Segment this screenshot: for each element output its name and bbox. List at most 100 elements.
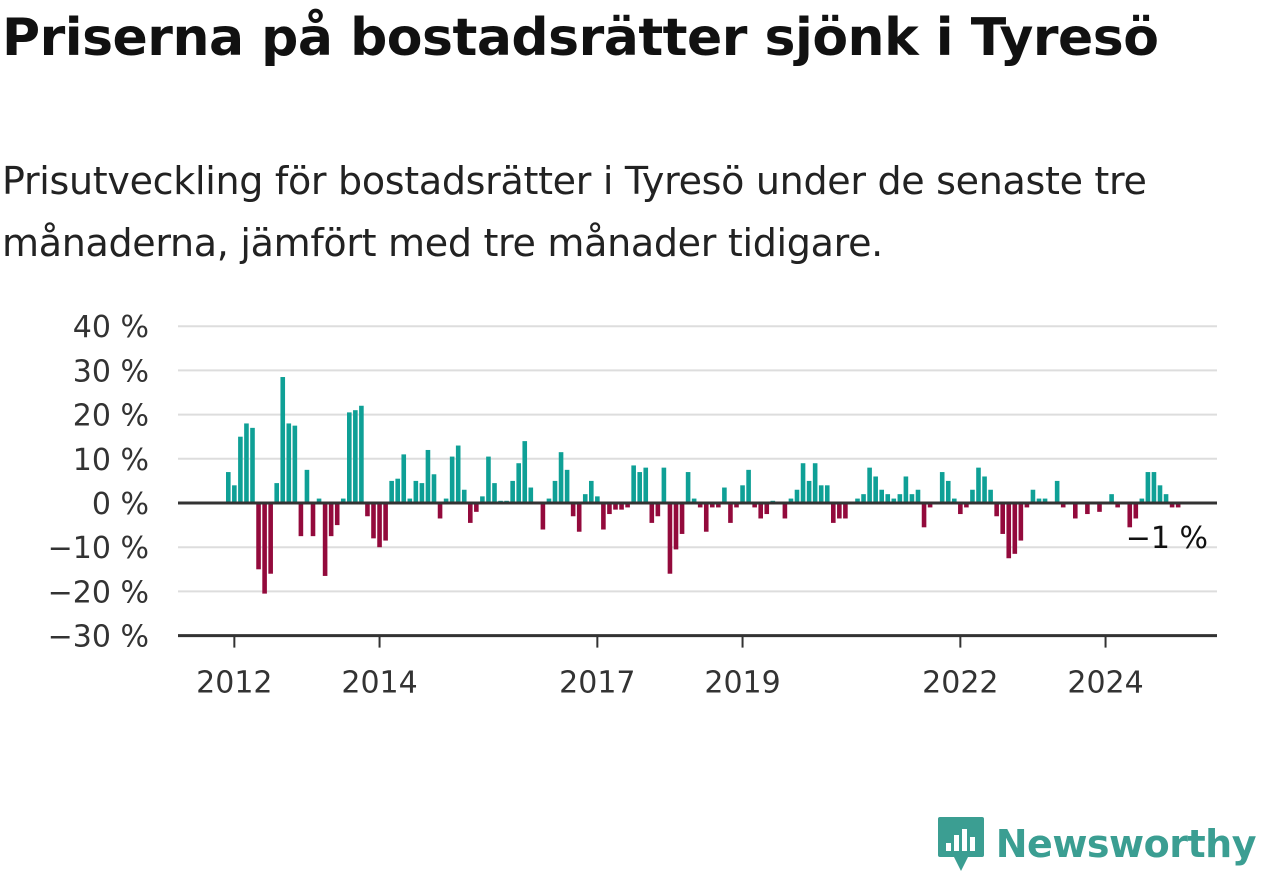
chart-title: Priserna på bostadsrätter sjönk i Tyresö (2, 8, 1159, 68)
x-tick-label: 2017 (559, 666, 635, 701)
bar (443, 498, 449, 503)
bar (1060, 503, 1066, 508)
bar (812, 463, 818, 503)
bar (413, 480, 419, 503)
bar (274, 483, 279, 503)
bar (383, 503, 388, 541)
bar (837, 503, 842, 519)
chart-subtitle: Prisutveckling för bostadsrätter i Tyres… (2, 159, 1147, 265)
bar-chart: 40 %30 %20 %10 %0 %−10 %−20 %−30 % 2012 2… (48, 310, 1217, 701)
bar (734, 503, 739, 508)
bar (310, 503, 316, 537)
bar (619, 503, 624, 510)
bar (1030, 489, 1036, 503)
newsworthy-logo-icon (937, 817, 984, 871)
bar (964, 503, 969, 508)
bar (316, 498, 322, 503)
bar (1145, 472, 1151, 503)
bar (540, 503, 546, 530)
bar (1157, 485, 1163, 503)
bar (691, 498, 697, 503)
bar (1151, 472, 1157, 503)
bar (582, 494, 588, 503)
bar (625, 503, 630, 508)
bar (455, 445, 461, 503)
bar (474, 503, 479, 512)
bar (697, 503, 703, 508)
bar (1163, 494, 1169, 503)
axes (178, 501, 1217, 648)
bar (522, 441, 528, 503)
bar (764, 503, 770, 515)
bar (262, 503, 267, 594)
bar (788, 498, 794, 503)
bar (298, 503, 304, 537)
y-tick-label: 20 % (73, 399, 149, 434)
y-tick-label: 10 % (73, 443, 149, 478)
y-tick-label: −30 % (48, 620, 149, 655)
bar (601, 503, 606, 530)
bar (952, 498, 957, 503)
bar (976, 467, 981, 503)
bar (710, 503, 715, 508)
gridlines (178, 325, 1217, 593)
bar (564, 469, 570, 503)
bar (861, 494, 866, 503)
bar (328, 503, 334, 537)
brand-name: Newsworthy (995, 822, 1257, 866)
bar (292, 425, 298, 503)
bar (431, 474, 437, 503)
x-tick-label: 2024 (1067, 666, 1143, 701)
bar (1042, 498, 1048, 503)
bar (1169, 503, 1175, 508)
bar (867, 467, 872, 503)
bar (631, 465, 636, 503)
bar (407, 498, 413, 503)
bar (685, 472, 691, 503)
y-tick-label: −10 % (48, 531, 149, 566)
bar (800, 463, 806, 503)
bar (921, 503, 927, 528)
bar (637, 472, 642, 503)
bar (927, 503, 933, 508)
bar (365, 503, 370, 517)
y-tick-label: 0 % (92, 487, 149, 522)
bar (885, 494, 891, 503)
bar (419, 483, 425, 503)
bar (843, 503, 848, 519)
bar (468, 503, 473, 523)
bar (322, 503, 328, 576)
bar (958, 503, 963, 515)
bar (1139, 498, 1145, 503)
x-axis-labels: 2012 2014 2017 2019 2022 2024 (196, 666, 1144, 701)
bar (232, 485, 237, 503)
bar (939, 472, 945, 503)
bar (371, 503, 376, 539)
bar (794, 489, 800, 503)
bar (649, 503, 655, 523)
bar (607, 503, 612, 515)
bar (891, 498, 897, 503)
x-tick-label: 2014 (341, 666, 417, 701)
bar (359, 405, 364, 503)
bar (1000, 503, 1005, 534)
bar (334, 503, 340, 526)
bar (389, 480, 394, 503)
bar (552, 480, 558, 503)
bar (286, 423, 292, 503)
bar (752, 503, 757, 508)
bar (728, 503, 733, 523)
x-tick-label: 2022 (922, 666, 998, 701)
last-value-label: −1 % (1126, 521, 1208, 556)
bar (855, 498, 860, 503)
x-tick-label: 2019 (704, 666, 780, 701)
bar (831, 503, 836, 523)
bar (238, 436, 243, 503)
bar (1073, 503, 1078, 519)
bar (746, 469, 751, 503)
newsworthy-logo: Newsworthy (936, 815, 1257, 873)
bar (1115, 503, 1120, 508)
bar (613, 503, 618, 510)
bar (824, 485, 830, 503)
bar (897, 494, 903, 503)
